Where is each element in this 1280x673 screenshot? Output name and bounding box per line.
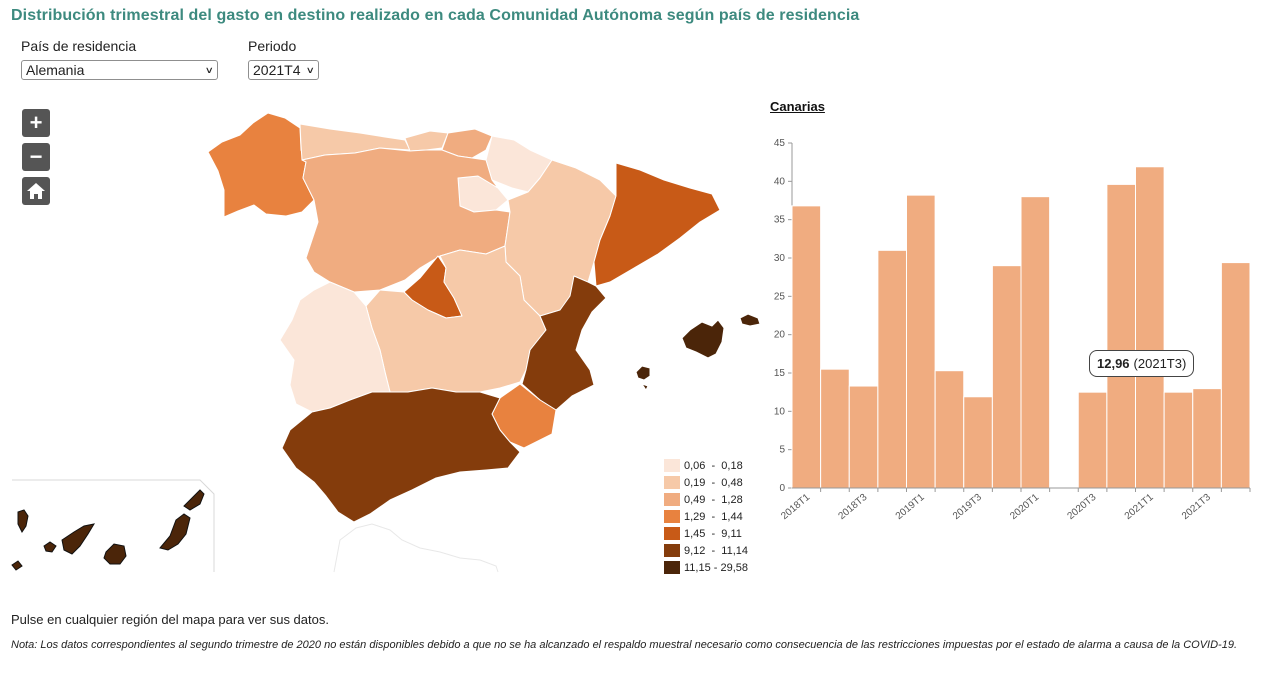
x-tick-label: 2018T1 [779, 492, 812, 523]
x-tick-label: 2020T1 [1008, 492, 1041, 523]
y-tick-label: 0 [779, 483, 785, 494]
chart-tooltip: 12,96 (2021T3) [1089, 350, 1195, 377]
region-ibiza[interactable] [635, 365, 651, 381]
x-tick-label: 2020T3 [1065, 492, 1098, 523]
x-tick-label: 2018T3 [836, 492, 869, 523]
region-galicia[interactable] [207, 112, 315, 218]
morocco-outline [333, 523, 499, 573]
legend-item: 0,06 - 0,18 [664, 457, 748, 474]
region-formentera[interactable] [641, 383, 649, 391]
bar[interactable] [1163, 391, 1194, 489]
region-canarias-la-palma[interactable] [17, 509, 29, 533]
region-canarias-la-gomera[interactable] [43, 541, 57, 553]
bar-chart: 0 5 10 15 20 25 30 35 40 45 2018T1 2018T3 2019T1 2019… [774, 138, 1251, 523]
bar[interactable] [1077, 391, 1108, 489]
x-tick-label: 2021T3 [1180, 492, 1213, 523]
bar[interactable] [1220, 262, 1251, 489]
legend-label: 0,06 - 0,18 [684, 459, 743, 472]
y-tick-label: 10 [774, 406, 786, 417]
map-legend: 0,06 - 0,18 0,19 - 0,48 0,49 - 1,28 1,29 - … [664, 457, 748, 576]
bar[interactable] [934, 370, 965, 489]
legend-label: 0,49 - 1,28 [684, 493, 743, 506]
period-select-value: 2021T4 [253, 62, 301, 78]
y-tick-label: 5 [779, 445, 785, 456]
bar[interactable] [906, 194, 936, 489]
bar[interactable] [1192, 388, 1222, 489]
bar[interactable] [877, 249, 907, 489]
y-tick-label: 15 [774, 368, 786, 379]
region-cataluna[interactable] [593, 162, 721, 287]
home-button[interactable] [22, 177, 50, 205]
region-mallorca[interactable] [681, 319, 725, 359]
zoom-in-button[interactable]: + [22, 109, 50, 137]
region-andalucia[interactable] [281, 387, 521, 523]
legend-label: 9,12 - 11,14 [684, 544, 749, 557]
region-comunidad-valenciana[interactable] [521, 275, 607, 411]
region-canarias-lanzarote[interactable] [183, 489, 205, 511]
legend-item: 1,45 - 9,11 [664, 525, 748, 542]
chart-title: Canarias [770, 99, 825, 114]
legend-label: 1,45 - 9,11 [684, 527, 742, 540]
home-icon [27, 183, 45, 199]
bar[interactable] [991, 265, 1022, 489]
legend-swatch [664, 476, 680, 489]
legend-item: 11,15 - 29,58 [664, 559, 748, 576]
bar[interactable] [848, 385, 879, 489]
legend-swatch [664, 544, 680, 557]
y-tick-label: 20 [774, 330, 786, 341]
y-tick-label: 25 [774, 291, 786, 302]
legend-item: 1,29 - 1,44 [664, 508, 748, 525]
chevron-down-icon: ∨ [205, 64, 215, 75]
bar[interactable] [791, 205, 822, 489]
y-tick-label: 30 [774, 253, 786, 264]
bar[interactable] [1135, 166, 1165, 489]
bar[interactable] [820, 368, 850, 489]
legend-swatch [664, 510, 680, 523]
y-tick-label: 45 [774, 138, 786, 149]
x-tick-label: 2019T3 [951, 492, 984, 523]
x-tick-label: 2021T1 [1123, 492, 1156, 523]
page-title: Distribución trimestral del gasto en des… [11, 7, 860, 24]
legend-swatch [664, 459, 680, 472]
tooltip-period: (2021T3) [1133, 356, 1187, 371]
legend-label: 1,29 - 1,44 [684, 510, 743, 523]
region-canarias-gran-canaria[interactable] [103, 543, 127, 565]
period-select[interactable]: 2021T4 ∨ [248, 60, 319, 80]
map-hint: Pulse en cualquier región del mapa para … [11, 612, 329, 627]
region-menorca[interactable] [739, 313, 761, 327]
legend-item: 0,49 - 1,28 [664, 491, 748, 508]
bar[interactable] [963, 396, 993, 489]
country-label: País de residencia [21, 38, 137, 54]
zoom-out-button[interactable]: − [22, 143, 50, 171]
period-label: Periodo [248, 38, 297, 54]
legend-swatch [664, 561, 680, 574]
chevron-down-icon: ∨ [306, 64, 316, 75]
legend-label: 11,15 - 29,58 [684, 561, 749, 574]
country-select-value: Alemania [26, 62, 85, 78]
legend-label: 0,19 - 0,48 [684, 476, 743, 489]
bar[interactable] [1020, 196, 1051, 489]
region-canarias-el-hierro[interactable] [11, 560, 23, 571]
region-cantabria[interactable] [404, 130, 449, 152]
footnote: Nota: Los datos correspondientes al segu… [11, 639, 1238, 651]
y-tick-label: 35 [774, 215, 786, 226]
legend-swatch [664, 527, 680, 540]
canarias-inset-frame [12, 479, 215, 572]
region-canarias-fuerteventura[interactable] [159, 513, 191, 551]
bar[interactable] [1106, 183, 1136, 489]
y-tick-label: 40 [774, 176, 786, 187]
country-select[interactable]: Alemania ∨ [21, 60, 218, 80]
tooltip-value: 12,96 [1097, 356, 1130, 371]
legend-item: 0,19 - 0,48 [664, 474, 748, 491]
region-canarias-tenerife[interactable] [61, 523, 96, 555]
legend-item: 9,12 - 11,14 [664, 542, 748, 559]
spain-map [11, 112, 761, 573]
legend-swatch [664, 493, 680, 506]
x-tick-label: 2019T1 [894, 492, 927, 523]
